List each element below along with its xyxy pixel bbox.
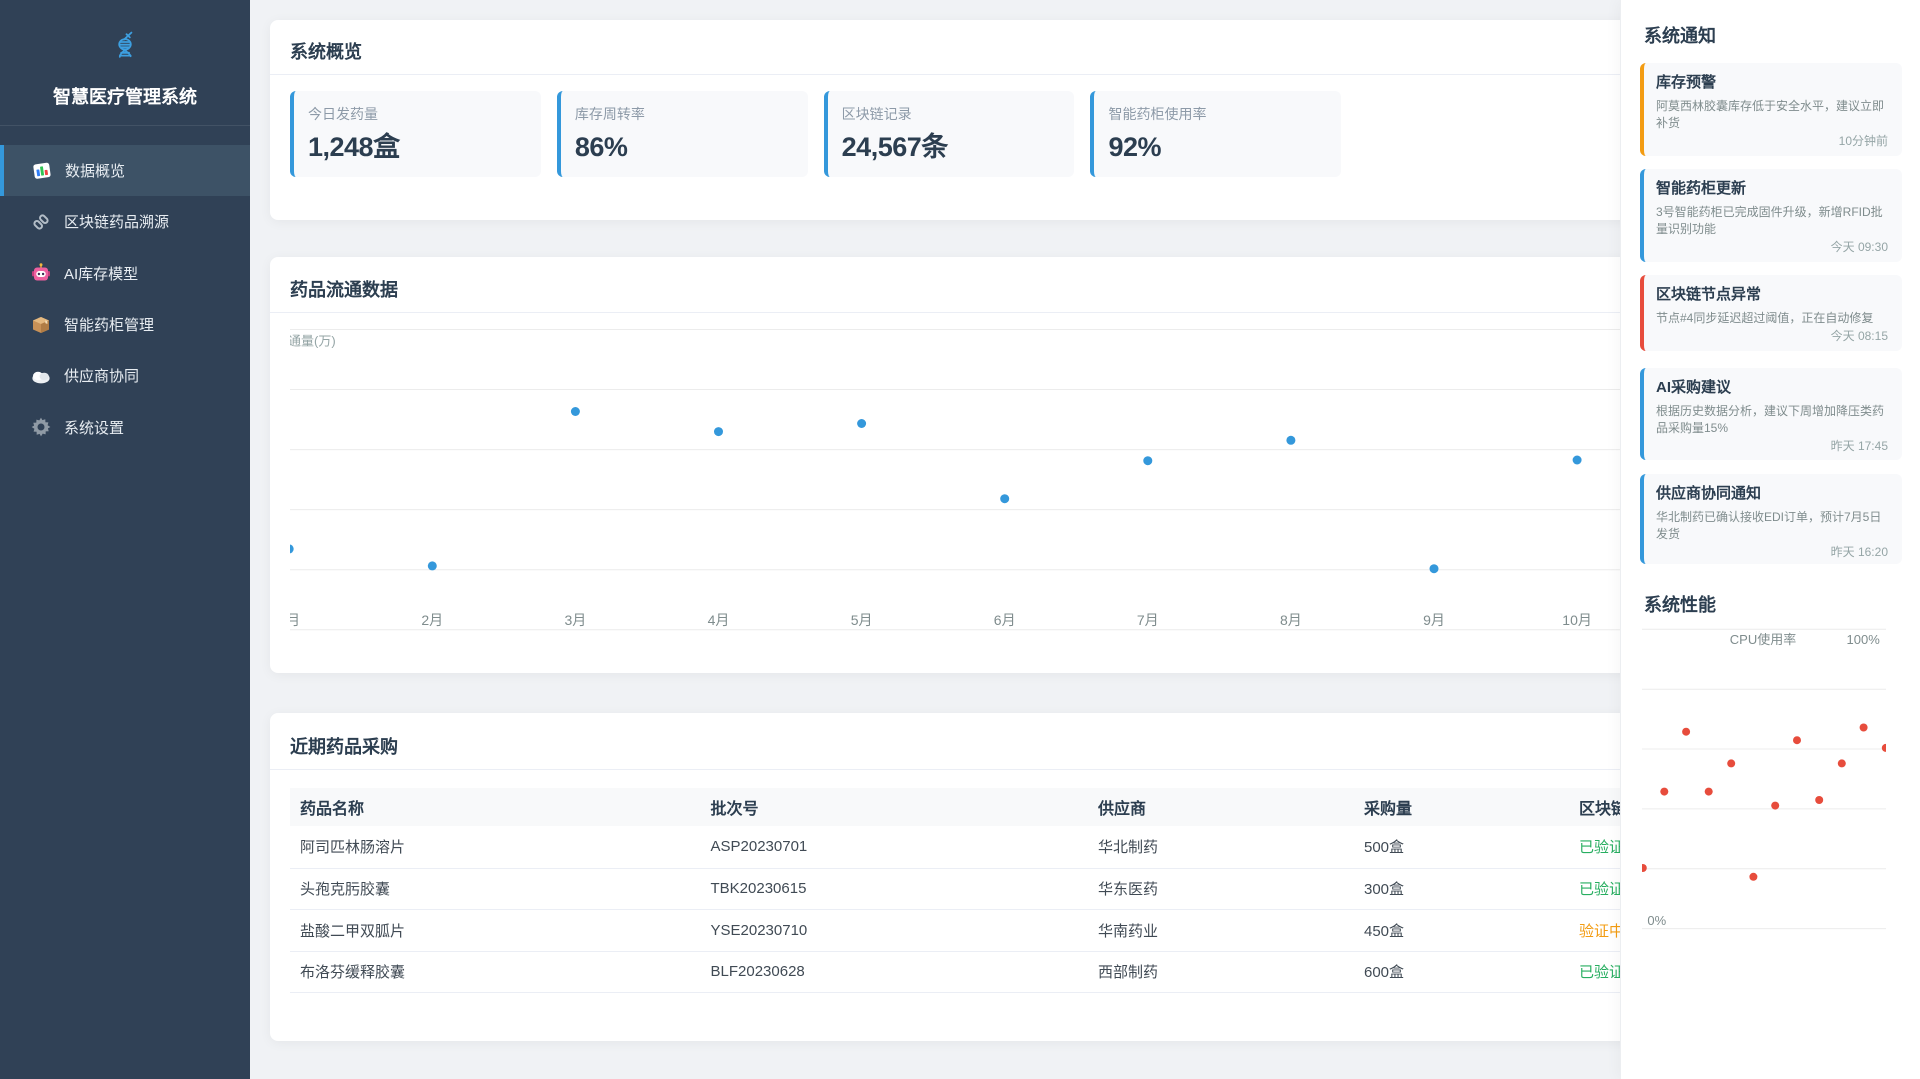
svg-text:2月: 2月 bbox=[421, 612, 443, 628]
svg-text:10月: 10月 bbox=[1562, 612, 1592, 628]
svg-text:3月: 3月 bbox=[565, 612, 587, 628]
svg-text:5月: 5月 bbox=[851, 612, 873, 628]
svg-text:100%: 100% bbox=[1847, 632, 1881, 647]
svg-text:9月: 9月 bbox=[1423, 612, 1445, 628]
svg-text:6月: 6月 bbox=[994, 612, 1016, 628]
svg-text:0%: 0% bbox=[1647, 913, 1666, 928]
svg-text:8月: 8月 bbox=[1280, 612, 1302, 628]
svg-text:CPU使用率: CPU使用率 bbox=[1730, 632, 1796, 647]
svg-text:1月: 1月 bbox=[290, 612, 300, 628]
svg-text:通量(万): 通量(万) bbox=[290, 334, 336, 349]
svg-text:4月: 4月 bbox=[708, 612, 730, 628]
svg-text:7月: 7月 bbox=[1137, 612, 1159, 628]
